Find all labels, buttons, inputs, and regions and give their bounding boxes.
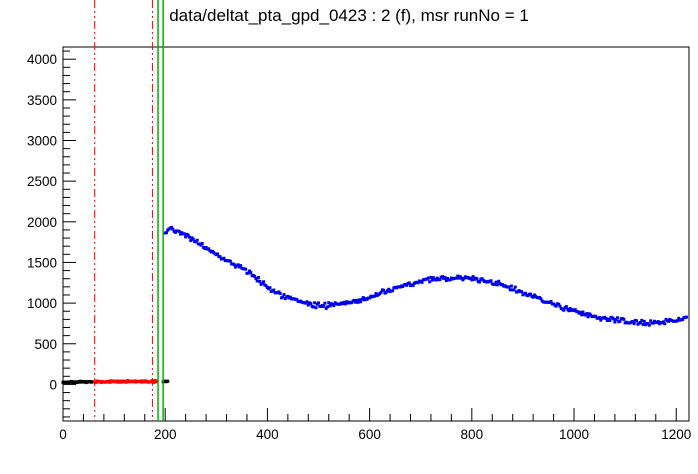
svg-text:2000: 2000 [27, 215, 57, 230]
svg-text:200: 200 [154, 427, 177, 442]
svg-text:0: 0 [59, 427, 67, 442]
plot-title: data/deltat_pta_gpd_0423 : 2 (f), msr ru… [169, 6, 529, 25]
svg-text:3500: 3500 [27, 93, 57, 108]
svg-text:1200: 1200 [661, 427, 691, 442]
svg-text:2500: 2500 [27, 174, 57, 189]
svg-text:500: 500 [34, 337, 57, 352]
svg-text:1000: 1000 [559, 427, 589, 442]
svg-text:400: 400 [256, 427, 279, 442]
svg-text:4000: 4000 [27, 52, 57, 67]
svg-text:1000: 1000 [27, 296, 57, 311]
svg-text:800: 800 [461, 427, 484, 442]
svg-text:600: 600 [358, 427, 381, 442]
svg-text:3000: 3000 [27, 134, 57, 149]
svg-text:1500: 1500 [27, 255, 57, 270]
svg-text:0: 0 [49, 377, 57, 392]
